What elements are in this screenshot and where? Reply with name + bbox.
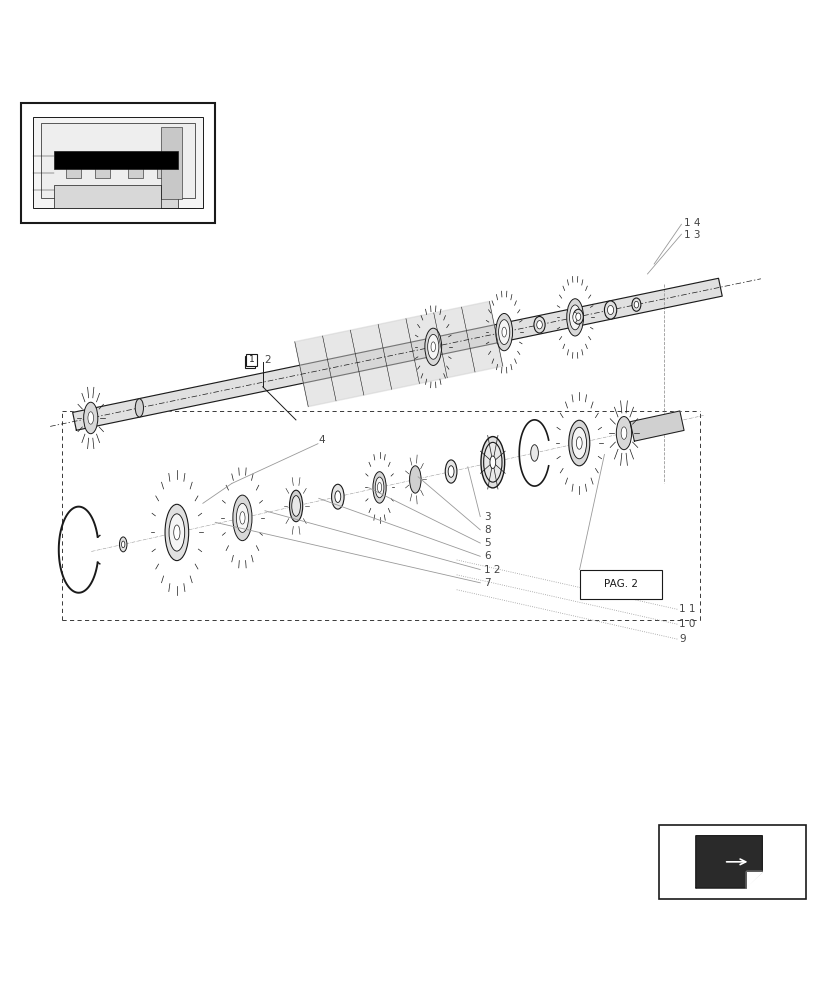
Bar xyxy=(161,127,182,199)
Text: 3: 3 xyxy=(484,512,490,522)
Ellipse shape xyxy=(615,417,631,450)
Bar xyxy=(41,123,194,198)
Ellipse shape xyxy=(490,456,495,468)
Ellipse shape xyxy=(495,313,512,351)
Ellipse shape xyxy=(530,445,538,461)
Bar xyxy=(157,166,172,178)
Ellipse shape xyxy=(501,327,506,337)
Ellipse shape xyxy=(447,466,453,477)
Ellipse shape xyxy=(289,490,303,522)
Ellipse shape xyxy=(377,482,381,492)
Text: 1 0: 1 0 xyxy=(678,619,695,629)
Text: 7: 7 xyxy=(484,578,490,588)
Ellipse shape xyxy=(409,466,421,493)
Ellipse shape xyxy=(119,537,127,552)
Text: 9: 9 xyxy=(678,634,685,644)
Ellipse shape xyxy=(631,298,640,311)
Ellipse shape xyxy=(604,301,616,319)
Ellipse shape xyxy=(174,525,179,540)
Text: 1 1: 1 1 xyxy=(678,604,695,614)
Ellipse shape xyxy=(165,504,189,561)
Ellipse shape xyxy=(424,328,441,365)
Bar xyxy=(579,570,662,599)
Ellipse shape xyxy=(122,541,125,548)
Ellipse shape xyxy=(135,399,143,417)
Ellipse shape xyxy=(566,299,583,336)
Polygon shape xyxy=(695,836,762,888)
Bar xyxy=(66,166,81,178)
Bar xyxy=(244,356,254,368)
Ellipse shape xyxy=(483,442,501,482)
Ellipse shape xyxy=(569,305,580,330)
Bar xyxy=(54,185,178,208)
Ellipse shape xyxy=(240,512,245,524)
Text: 4: 4 xyxy=(318,435,325,445)
Polygon shape xyxy=(73,278,721,430)
Ellipse shape xyxy=(445,460,457,483)
Ellipse shape xyxy=(633,301,638,308)
Ellipse shape xyxy=(571,427,586,459)
Ellipse shape xyxy=(572,309,582,324)
Bar xyxy=(246,354,256,366)
Text: 6: 6 xyxy=(484,551,490,561)
Text: 1: 1 xyxy=(248,355,254,364)
Ellipse shape xyxy=(334,491,341,502)
Ellipse shape xyxy=(84,402,98,434)
Text: 1 4: 1 4 xyxy=(683,218,700,228)
Ellipse shape xyxy=(236,503,248,532)
Text: PAG. 2: PAG. 2 xyxy=(603,579,638,589)
Text: 8: 8 xyxy=(484,525,490,535)
Ellipse shape xyxy=(88,412,93,424)
Bar xyxy=(33,117,203,208)
Ellipse shape xyxy=(498,320,509,345)
Bar xyxy=(21,103,215,223)
Ellipse shape xyxy=(533,316,544,333)
Ellipse shape xyxy=(620,427,626,439)
Ellipse shape xyxy=(572,312,576,322)
Ellipse shape xyxy=(576,437,581,449)
Polygon shape xyxy=(629,411,683,441)
Bar xyxy=(128,166,143,178)
Polygon shape xyxy=(294,301,502,407)
Polygon shape xyxy=(745,871,762,888)
Ellipse shape xyxy=(428,334,438,359)
Ellipse shape xyxy=(568,420,589,466)
Ellipse shape xyxy=(480,437,504,488)
Bar xyxy=(95,166,110,178)
Ellipse shape xyxy=(431,342,435,352)
Ellipse shape xyxy=(232,495,251,541)
Ellipse shape xyxy=(375,477,384,498)
Ellipse shape xyxy=(575,313,580,320)
Bar xyxy=(54,151,178,169)
Bar xyxy=(658,825,805,899)
Text: 1 2: 1 2 xyxy=(484,565,500,575)
Text: 2: 2 xyxy=(264,355,270,365)
Ellipse shape xyxy=(169,514,184,551)
Ellipse shape xyxy=(536,321,542,329)
Text: 1 3: 1 3 xyxy=(683,230,700,240)
Ellipse shape xyxy=(607,305,613,315)
Ellipse shape xyxy=(331,484,344,509)
Text: 5: 5 xyxy=(484,538,490,548)
Ellipse shape xyxy=(291,496,300,516)
Ellipse shape xyxy=(372,472,385,503)
